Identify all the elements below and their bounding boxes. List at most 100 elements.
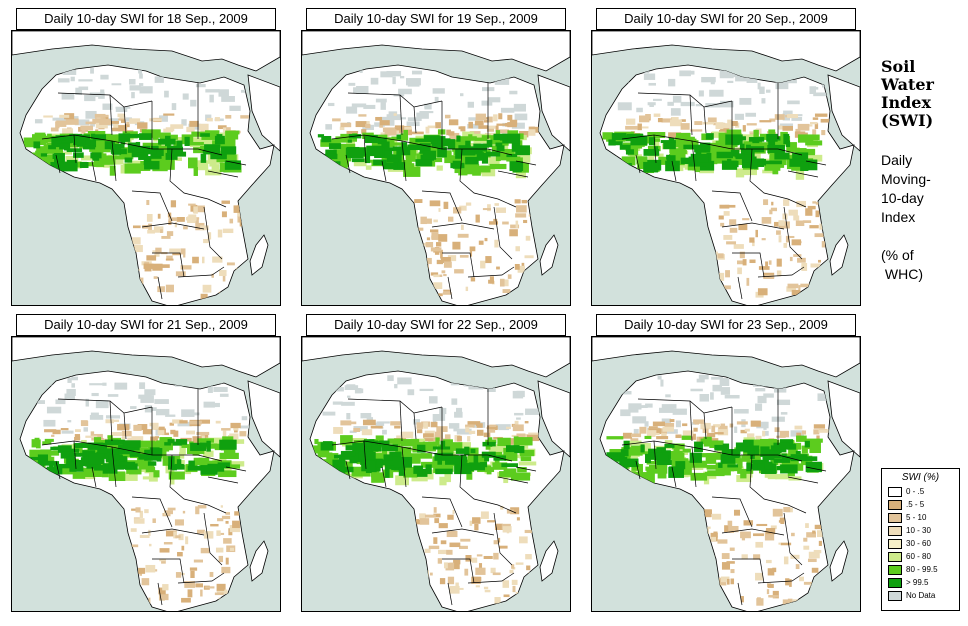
dry-patch	[180, 248, 186, 255]
dry-patch	[789, 579, 792, 587]
dry-patch	[515, 562, 524, 565]
no-data-patch	[487, 97, 501, 103]
no-data-patch	[140, 395, 154, 403]
dry-patch	[521, 262, 525, 269]
saturated-patch	[767, 136, 781, 141]
dry-patch	[454, 269, 464, 274]
no-data-patch	[727, 80, 734, 84]
saturated-patch	[377, 137, 387, 145]
country-border	[497, 476, 529, 484]
wet-patch	[314, 438, 319, 445]
dry-patch	[778, 235, 782, 243]
dry-patch	[126, 121, 130, 125]
dry-patch	[134, 245, 143, 253]
no-data-patch	[432, 413, 446, 421]
saturated-patch	[716, 151, 734, 159]
wet-patch	[468, 134, 473, 138]
no-data-patch	[762, 430, 769, 436]
country-border	[447, 582, 453, 606]
dry-patch	[626, 118, 636, 125]
europe-landmass	[302, 31, 570, 72]
saturated-patch	[783, 133, 790, 145]
legend-label: 5 - 10	[906, 513, 927, 522]
saturated-patch	[391, 465, 396, 471]
saturated-patch	[657, 454, 669, 461]
wet-patch	[220, 138, 236, 148]
map-panel-22-sep: Daily 10-day SWI for 22 Sep., 2009	[301, 314, 571, 612]
dry-patch	[741, 554, 748, 560]
saturated-patch	[779, 439, 794, 446]
country-border	[123, 106, 127, 134]
dry-patch	[200, 547, 210, 554]
country-border	[467, 266, 515, 278]
dry-patch	[424, 437, 437, 442]
no-data-patch	[380, 102, 386, 110]
dry-patch	[423, 422, 428, 429]
dry-patch	[782, 125, 794, 131]
saturated-patch	[786, 444, 797, 450]
moist-patch	[653, 137, 660, 148]
country-border	[515, 160, 537, 166]
dry-patch	[478, 240, 484, 245]
no-data-patch	[37, 400, 46, 404]
saturated-patch	[778, 445, 787, 453]
no-data-patch	[710, 392, 714, 400]
dry-patch	[175, 572, 182, 578]
dry-patch	[790, 554, 800, 559]
country-border	[442, 558, 475, 584]
dry-patch	[74, 434, 81, 439]
no-data-patch	[487, 388, 496, 392]
dry-patch	[146, 213, 153, 222]
no-data-patch	[734, 113, 744, 120]
wet-patch	[796, 435, 807, 442]
dry-patch	[434, 518, 440, 524]
no-data-patch	[341, 401, 355, 406]
dry-patch	[469, 520, 473, 526]
dry-patch	[221, 200, 230, 204]
country-border	[721, 222, 785, 230]
dry-patch	[812, 201, 817, 204]
dry-patch	[733, 509, 741, 516]
dry-patch	[110, 432, 123, 437]
saturated-patch	[364, 135, 378, 144]
saturated-patch	[484, 454, 490, 462]
saturated-patch	[668, 466, 678, 476]
wet-patch	[741, 455, 750, 462]
dry-patch	[419, 518, 430, 525]
dry-patch	[749, 131, 758, 135]
dry-patch	[487, 116, 493, 123]
no-data-patch	[105, 415, 121, 419]
dry-patch	[195, 222, 205, 231]
dry-patch	[414, 199, 423, 203]
moist-patch	[353, 158, 367, 167]
dry-patch	[113, 419, 120, 422]
dry-patch	[516, 517, 520, 521]
no-data-patch	[658, 407, 674, 413]
dry-patch	[138, 567, 146, 574]
no-data-patch	[419, 388, 434, 392]
wet-patch	[420, 453, 433, 459]
no-data-patch	[115, 108, 128, 112]
dry-patch	[793, 254, 802, 257]
wet-patch	[787, 470, 795, 477]
dry-patch	[195, 506, 200, 515]
dry-patch	[124, 124, 130, 128]
moist-patch	[202, 450, 214, 457]
no-data-patch	[724, 394, 740, 399]
arabia-landmass	[247, 74, 280, 152]
no-data-patch	[688, 70, 695, 75]
dry-patch	[164, 511, 167, 515]
dry-patch	[729, 547, 735, 551]
dry-patch	[444, 114, 451, 119]
saturated-patch	[456, 135, 461, 142]
dry-patch	[118, 118, 125, 121]
dry-patch	[484, 120, 489, 123]
dry-patch	[433, 274, 440, 278]
dry-patch	[694, 121, 703, 126]
saturated-patch	[158, 138, 176, 145]
dry-patch	[384, 129, 397, 136]
dry-patch	[170, 124, 184, 129]
dry-patch	[494, 597, 501, 604]
wet-patch	[218, 470, 237, 478]
dry-patch	[719, 204, 730, 209]
